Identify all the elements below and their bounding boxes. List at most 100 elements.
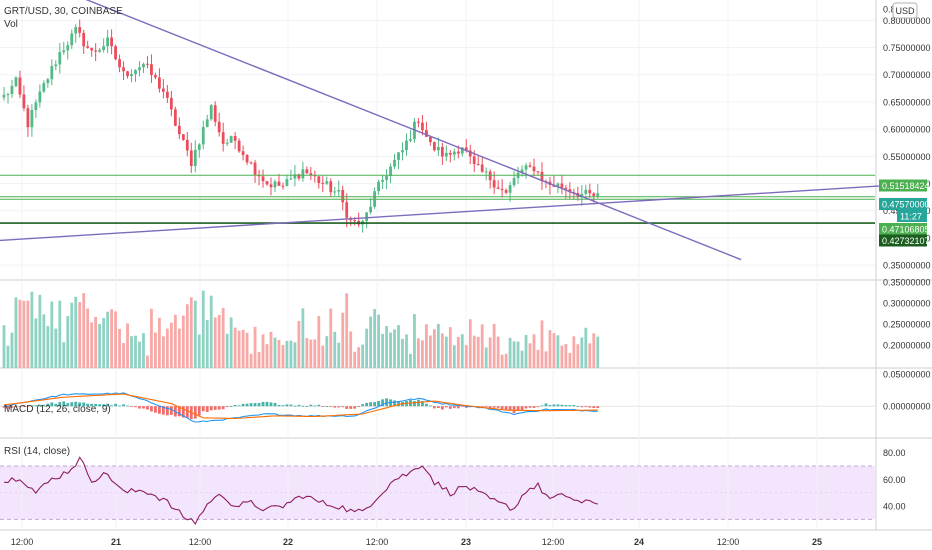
volume-bar	[70, 302, 74, 368]
volume-bar	[448, 327, 452, 368]
candle-body	[66, 45, 70, 51]
candle-body	[118, 59, 121, 68]
candle-body	[130, 74, 133, 77]
macd-histogram-bar	[440, 406, 444, 410]
candle-body	[213, 105, 217, 122]
volume-bar	[146, 355, 149, 368]
candle-body	[592, 193, 596, 196]
macd-histogram-bar	[30, 405, 34, 407]
macd-histogram-bar	[201, 406, 205, 412]
candle-body	[185, 139, 189, 151]
candle-body	[524, 165, 528, 170]
macd-histogram-bar	[229, 406, 233, 407]
macd-histogram-bar	[361, 404, 365, 407]
candle-body	[369, 206, 373, 213]
candle-body	[472, 156, 476, 164]
volume-bar	[464, 345, 468, 368]
macd-histogram-bar	[70, 402, 74, 407]
time-axis-tick: 12:00	[366, 537, 389, 547]
macd-histogram-bar	[22, 406, 26, 408]
volume-bar	[337, 342, 341, 368]
candle-body	[421, 122, 424, 131]
candle-body	[205, 119, 209, 128]
candle-body	[309, 173, 313, 176]
volume-bar	[428, 335, 432, 368]
macd-histogram-bar	[305, 406, 309, 407]
candle-body	[540, 171, 544, 182]
volume-bar	[62, 342, 66, 368]
candle-body	[313, 175, 317, 177]
macd-histogram-bar	[281, 405, 285, 407]
volume-bar	[425, 324, 428, 368]
candle-body	[177, 125, 181, 135]
candle-body	[500, 188, 504, 191]
volume-bar	[588, 343, 592, 368]
candle-body	[464, 147, 468, 151]
candle-body	[425, 130, 428, 137]
volume-bar	[552, 333, 556, 368]
candle-body	[385, 176, 388, 180]
volume-bar	[413, 314, 416, 368]
macd-histogram-bar	[508, 406, 512, 411]
volume-bar	[321, 345, 325, 368]
macd-histogram-bar	[532, 406, 536, 408]
macd-histogram-bar	[142, 406, 145, 409]
time-axis-tick: 12:00	[189, 537, 212, 547]
volume-bar	[185, 304, 189, 368]
candle-body	[158, 77, 161, 89]
candle-body	[564, 187, 568, 190]
candle-body	[30, 109, 34, 128]
candle-body	[18, 77, 22, 95]
candle-body	[122, 67, 125, 72]
macd-histogram-bar	[588, 406, 592, 408]
volume-bar	[253, 326, 257, 368]
volume-bar	[26, 300, 30, 368]
volume-bar	[592, 333, 596, 368]
price-tag-bg	[879, 179, 927, 192]
candle-body	[480, 164, 484, 172]
candle-body	[440, 146, 444, 157]
candle-body	[50, 66, 54, 80]
macd-histogram-bar	[301, 405, 305, 407]
candle-body	[253, 162, 257, 175]
time-axis-tick: 12:00	[11, 537, 34, 547]
price-axis-tick: 0.65000000	[883, 97, 931, 107]
volume-bar	[165, 328, 169, 368]
volume-bar	[134, 335, 137, 368]
volume-bar	[114, 311, 117, 368]
candle-body	[584, 189, 588, 194]
macd-histogram-bar	[564, 405, 568, 407]
volume-bar	[189, 297, 193, 368]
candle-body	[265, 181, 269, 185]
candle-body	[249, 162, 253, 164]
candle-body	[165, 91, 169, 98]
currency-badge-label: USD	[895, 6, 915, 16]
volume-bar	[421, 340, 424, 368]
macd-histogram-bar	[134, 406, 137, 408]
candle-body	[397, 152, 400, 160]
volume-bar	[309, 339, 313, 368]
macd-histogram-bar	[393, 400, 396, 407]
macd-histogram-bar	[500, 406, 504, 411]
volume-bar	[476, 336, 480, 368]
candle-body	[102, 46, 106, 50]
candle-body	[138, 67, 141, 71]
macd-histogram-bar	[353, 406, 357, 409]
volume-bar	[333, 331, 337, 368]
volume-bar	[201, 290, 205, 368]
currency-badge[interactable]: USD	[892, 2, 918, 19]
volume-bar	[373, 309, 377, 368]
macd-histogram-bar	[126, 405, 129, 407]
candle-body	[273, 181, 277, 188]
signal-line	[3, 393, 598, 420]
volume-bar	[341, 312, 345, 368]
time-axis-tick: 22	[283, 537, 293, 547]
volume-bar	[564, 344, 568, 368]
macd-histogram-bar	[94, 403, 98, 407]
macd-histogram-bar	[381, 399, 384, 407]
macd-histogram-bar	[150, 406, 153, 412]
macd-histogram-bar	[110, 405, 113, 407]
macd-histogram-bar	[118, 405, 121, 407]
volume-bar	[110, 309, 113, 368]
